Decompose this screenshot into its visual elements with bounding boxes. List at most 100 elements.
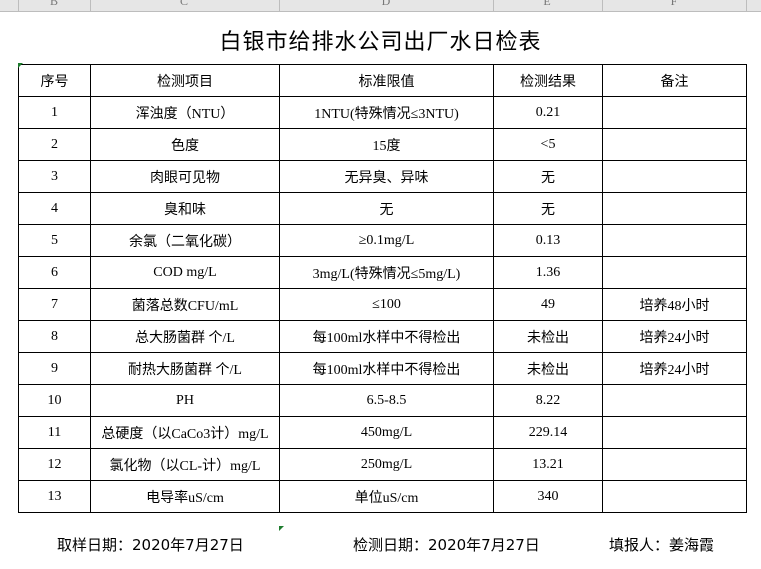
table-cell[interactable]: 总硬度（以CaCo3计）mg/L (90, 416, 280, 449)
header-cell[interactable]: 检测结果 (493, 64, 603, 97)
column-separator[interactable] (279, 0, 280, 11)
table-cell[interactable]: 12 (18, 448, 91, 481)
table-cell[interactable]: 每100ml水样中不得检出 (279, 320, 494, 353)
table-cell[interactable] (602, 480, 747, 513)
table-cell[interactable]: <5 (493, 128, 603, 161)
table-cell[interactable]: 培养24小时 (602, 320, 747, 353)
table-cell[interactable]: 6 (18, 256, 91, 289)
table-cell[interactable]: 15度 (279, 128, 494, 161)
table-cell[interactable]: 无 (493, 160, 603, 193)
table-cell[interactable]: 10 (18, 384, 91, 417)
table-row: 13 电导率uS/cm 单位uS/cm 340 (18, 480, 747, 513)
cell-comment-marker (18, 63, 23, 68)
table-cell[interactable] (602, 416, 747, 449)
column-separator[interactable] (493, 0, 494, 11)
table-cell[interactable]: 臭和味 (90, 192, 280, 225)
table-row: 10 PH 6.5-8.5 8.22 (18, 384, 747, 417)
table-row: 1 浑浊度（NTU） 1NTU(特殊情况≤3NTU) 0.21 (18, 96, 747, 129)
column-header-f[interactable]: F (670, 0, 678, 8)
column-separator[interactable] (18, 0, 19, 11)
table-cell[interactable]: 培养48小时 (602, 288, 747, 321)
column-separator[interactable] (746, 0, 747, 11)
table-cell[interactable]: 培养24小时 (602, 352, 747, 385)
table-row: 6 COD mg/L 3mg/L(特殊情况≤5mg/L) 1.36 (18, 256, 747, 289)
column-separator[interactable] (90, 0, 91, 11)
column-header-b[interactable]: B (49, 0, 59, 8)
table-cell[interactable]: 浑浊度（NTU） (90, 96, 280, 129)
table-cell[interactable]: 6.5-8.5 (279, 384, 494, 417)
table-cell[interactable]: 每100ml水样中不得检出 (279, 352, 494, 385)
table-cell[interactable]: 13.21 (493, 448, 603, 481)
table-cell[interactable]: 3mg/L(特殊情况≤5mg/L) (279, 256, 494, 289)
header-cell[interactable]: 检测项目 (90, 64, 280, 97)
water-quality-table: 序号 检测项目 标准限值 检测结果 备注 1 浑浊度（NTU） 1NTU(特殊情况≤… (18, 64, 747, 513)
table-cell[interactable]: 总大肠菌群 个/L (90, 320, 280, 353)
sheet-title[interactable]: 白银市给排水公司出厂水日检表 (219, 30, 542, 55)
table-row: 8 总大肠菌群 个/L 每100ml水样中不得检出 未检出 培养24小时 (18, 320, 747, 353)
column-header-c[interactable]: C (179, 0, 189, 8)
table-row: 4 臭和味无无 (18, 192, 747, 225)
table-cell[interactable]: 无异臭、异味 (279, 160, 494, 193)
column-header-bar: B C D E F (0, 0, 761, 12)
table-cell[interactable]: 9 (18, 352, 91, 385)
table-cell[interactable]: 5 (18, 224, 91, 257)
table-cell[interactable]: 肉眼可见物 (90, 160, 280, 193)
table-row: 3 肉眼可见物 无异臭、异味无 (18, 160, 747, 193)
table-cell[interactable]: 单位uS/cm (279, 480, 494, 513)
table-row: 11 总硬度（以CaCo3计）mg/L 450mg/L 229.14 (18, 416, 747, 449)
table-cell[interactable]: 耐热大肠菌群 个/L (90, 352, 280, 385)
table-cell[interactable] (602, 128, 747, 161)
sampling-date[interactable]: 取样日期：2020年7月27日 (57, 536, 244, 554)
table-cell[interactable] (602, 224, 747, 257)
table-cell[interactable] (602, 256, 747, 289)
table-cell[interactable]: 电导率uS/cm (90, 480, 280, 513)
table-row: 7 菌落总数CFU/mL ≤100 49 培养48小时 (18, 288, 747, 321)
table-cell[interactable]: 250mg/L (279, 448, 494, 481)
table-cell[interactable]: 13 (18, 480, 91, 513)
table-cell[interactable]: ≤100 (279, 288, 494, 321)
table-cell[interactable]: 菌落总数CFU/mL (90, 288, 280, 321)
test-date[interactable]: 检测日期：2020年7月27日 (353, 536, 540, 554)
table-cell[interactable] (602, 96, 747, 129)
header-cell[interactable]: 标准限值 (279, 64, 494, 97)
table-cell[interactable]: 0.13 (493, 224, 603, 257)
table-cell[interactable]: 8 (18, 320, 91, 353)
table-cell[interactable] (602, 384, 747, 417)
table-cell[interactable]: 色度 (90, 128, 280, 161)
cell-comment-marker (279, 526, 284, 531)
table-row: 9 耐热大肠菌群 个/L 每100ml水样中不得检出 未检出 培养24小时 (18, 352, 747, 385)
column-separator[interactable] (602, 0, 603, 11)
table-cell[interactable]: 氯化物（以CL-计）mg/L (90, 448, 280, 481)
table-cell[interactable]: 1 (18, 96, 91, 129)
table-cell[interactable]: 340 (493, 480, 603, 513)
table-cell[interactable]: 229.14 (493, 416, 603, 449)
table-row: 2 色度 15度 <5 (18, 128, 747, 161)
column-header-d[interactable]: D (381, 0, 391, 8)
table-cell[interactable]: 余氯（二氧化碳） (90, 224, 280, 257)
table-cell[interactable]: 0.21 (493, 96, 603, 129)
table-cell[interactable]: 无 (493, 192, 603, 225)
table-cell[interactable]: 11 (18, 416, 91, 449)
table-cell[interactable]: 49 (493, 288, 603, 321)
table-cell[interactable]: 无 (279, 192, 494, 225)
header-cell[interactable]: 备注 (602, 64, 747, 97)
column-header-e[interactable]: E (543, 0, 551, 8)
table-cell[interactable]: COD mg/L (90, 256, 280, 289)
table-cell[interactable]: 未检出 (493, 352, 603, 385)
table-cell[interactable]: 1.36 (493, 256, 603, 289)
header-cell[interactable]: 序号 (18, 64, 91, 97)
table-cell[interactable]: 450mg/L (279, 416, 494, 449)
table-cell[interactable]: ≥0.1mg/L (279, 224, 494, 257)
table-cell[interactable]: 3 (18, 160, 91, 193)
table-cell[interactable]: 未检出 (493, 320, 603, 353)
table-cell[interactable]: PH (90, 384, 280, 417)
table-cell[interactable]: 4 (18, 192, 91, 225)
table-cell[interactable]: 7 (18, 288, 91, 321)
table-cell[interactable] (602, 192, 747, 225)
table-cell[interactable]: 2 (18, 128, 91, 161)
table-cell[interactable] (602, 160, 747, 193)
reporter[interactable]: 填报人：姜海霞 (609, 536, 715, 554)
table-cell[interactable]: 8.22 (493, 384, 603, 417)
table-cell[interactable]: 1NTU(特殊情况≤3NTU) (279, 96, 494, 129)
table-cell[interactable] (602, 448, 747, 481)
